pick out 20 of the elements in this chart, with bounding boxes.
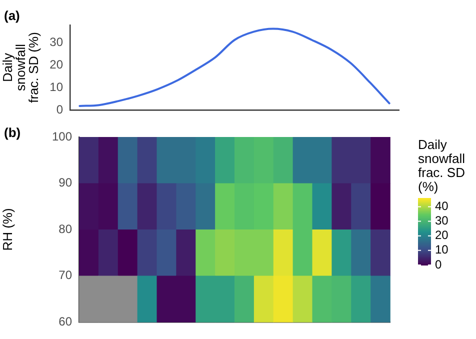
text: (a) xyxy=(4,8,20,23)
y-tick-label: 10 xyxy=(50,80,64,94)
color-bar-label: 20 xyxy=(435,228,449,242)
y-tick-label: 30 xyxy=(50,35,64,50)
color-bar-label: 30 xyxy=(435,214,449,228)
y-tick-label: 100 xyxy=(52,129,72,144)
y-tick-label: 80 xyxy=(58,222,72,236)
y-axis-title: Daily snowfall frac. SD (%) xyxy=(0,32,42,103)
y-tick-label: 90 xyxy=(58,176,72,190)
color-bar-label: 40 xyxy=(435,199,449,214)
line-series xyxy=(78,28,390,107)
text: (b) xyxy=(4,125,21,140)
color-bar-title: Daily snowfall frac. SD (%) xyxy=(418,137,466,194)
color-bar-label: 10 xyxy=(435,242,449,257)
y-tick-label: 0 xyxy=(56,102,64,116)
y-tick-label: 70 xyxy=(58,268,72,282)
y-tick-label: 60 xyxy=(58,314,72,328)
color-bar-label: 0 xyxy=(435,257,442,272)
y-tick-label: 20 xyxy=(50,58,64,72)
y-axis-title: RH (%) xyxy=(0,208,16,251)
